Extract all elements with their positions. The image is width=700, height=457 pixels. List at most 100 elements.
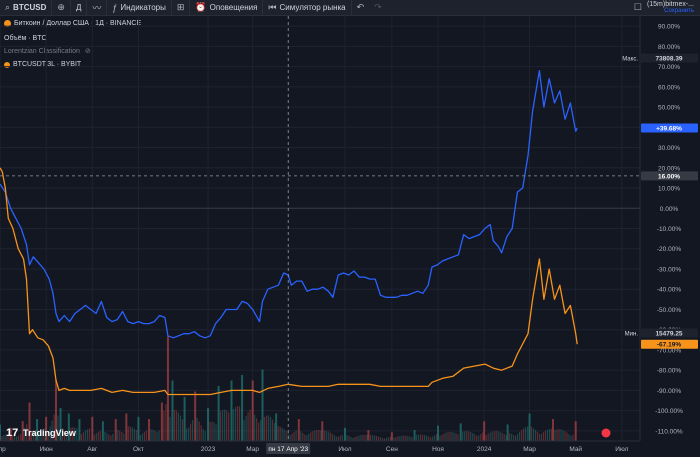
volume-bar bbox=[181, 419, 184, 441]
volume-bar bbox=[67, 413, 70, 441]
volume-bar bbox=[429, 437, 432, 441]
symbol-search[interactable]: ⌕ BTCUSD bbox=[0, 0, 53, 15]
templates-button[interactable]: ⊞ bbox=[172, 0, 191, 15]
volume-bar bbox=[331, 433, 333, 441]
volume-bar bbox=[517, 433, 519, 441]
volume-bar bbox=[369, 435, 372, 441]
volume-bar bbox=[57, 415, 59, 441]
volume-bar bbox=[362, 434, 364, 441]
main-series-legend[interactable]: Биткоин / Доллар США · 1Д · BINANCE bbox=[4, 20, 141, 27]
replay-icon: ⏮ bbox=[268, 2, 277, 12]
volume-bar bbox=[228, 412, 230, 441]
layout-button[interactable]: ☐ bbox=[629, 0, 647, 15]
volume-bar bbox=[236, 406, 239, 441]
eye-off-icon[interactable]: ⊘ bbox=[84, 48, 91, 55]
event-marker-icon bbox=[601, 428, 611, 438]
volume-bar bbox=[148, 419, 151, 441]
indicator-legend[interactable]: Lorentzian Classification ⊘ bbox=[4, 47, 91, 56]
x-tick-label: Июл bbox=[615, 446, 628, 453]
volume-bar bbox=[91, 416, 94, 441]
volume-bar bbox=[312, 431, 314, 441]
volume-bar bbox=[509, 433, 511, 441]
volume-bar bbox=[297, 419, 300, 441]
x-tick-label: Мар bbox=[523, 446, 536, 453]
volume-bar bbox=[300, 431, 302, 441]
volume-bar bbox=[104, 431, 106, 441]
y-axis: 90.00%80.00%70.00%60.00%50.00%40.00%30.0… bbox=[639, 16, 700, 441]
volume-bar bbox=[528, 413, 531, 441]
y-tick-label: -30.00% bbox=[657, 266, 681, 273]
volume-bar bbox=[209, 421, 211, 441]
replay-button[interactable]: ⏮ Симулятор рынка bbox=[263, 0, 352, 15]
volume-bar bbox=[232, 409, 235, 441]
volume-bar bbox=[173, 409, 176, 441]
save-label: Сохранить bbox=[664, 7, 694, 14]
volume-bar bbox=[279, 426, 281, 441]
account-menu[interactable]: (15m)bitmex-... Сохранить bbox=[647, 1, 700, 15]
volume-bar bbox=[163, 410, 165, 441]
volume-bar bbox=[431, 436, 434, 441]
volume-bar bbox=[570, 435, 572, 441]
volume-bar bbox=[523, 428, 525, 441]
volume-bar bbox=[405, 435, 407, 441]
compare-button[interactable]: ⊕ bbox=[52, 0, 71, 15]
volume-bar bbox=[462, 431, 464, 441]
volume-bar bbox=[226, 410, 228, 441]
x-axis-background bbox=[0, 441, 700, 457]
volume-bar bbox=[196, 417, 198, 441]
volume-bar bbox=[76, 428, 78, 441]
volume-bar bbox=[291, 433, 293, 441]
crosshair-date-label: пн 17 Апр '23 bbox=[268, 446, 308, 453]
volume-bar bbox=[293, 431, 295, 441]
volume-bar bbox=[256, 418, 258, 441]
volume-bar bbox=[119, 430, 121, 441]
volume-bar bbox=[202, 429, 204, 441]
volume-bar bbox=[544, 430, 547, 441]
volume-bar bbox=[24, 427, 26, 441]
y-tick-label: 70.00% bbox=[658, 64, 680, 71]
volume-bar bbox=[485, 434, 487, 441]
x-tick-label: Июл bbox=[338, 446, 351, 453]
volume-bar bbox=[254, 414, 256, 441]
alerts-button[interactable]: ⏰ Оповещения bbox=[190, 0, 264, 15]
volume-bar bbox=[443, 433, 445, 441]
redo-button[interactable]: ↷ bbox=[369, 0, 387, 15]
volume-bar bbox=[150, 429, 152, 441]
x-tick-label: Сен bbox=[386, 446, 398, 453]
undo-button[interactable]: ↶ bbox=[352, 0, 370, 15]
line-chart-icon: 〰 bbox=[92, 3, 102, 13]
volume-bar bbox=[385, 437, 388, 441]
volume-bar bbox=[241, 375, 244, 441]
volume-legend[interactable]: Объём · BTC bbox=[4, 35, 47, 42]
volume-bar bbox=[267, 415, 270, 441]
grid-icon: ⊞ bbox=[176, 2, 185, 12]
symbol-name: BTCUSD bbox=[13, 3, 47, 12]
compare-legend[interactable]: BTCUSDT.3L · BYBIT bbox=[4, 61, 81, 68]
volume-bar bbox=[135, 429, 137, 441]
volume-bar bbox=[40, 430, 42, 441]
volume-bar bbox=[343, 427, 346, 441]
y-tick-label: -90.00% bbox=[657, 388, 681, 395]
volume-bar bbox=[538, 433, 541, 441]
volume-bar bbox=[327, 431, 329, 441]
volume-bar bbox=[281, 427, 283, 441]
volume-bar bbox=[445, 432, 447, 441]
y-tick-label: 30.00% bbox=[658, 145, 680, 152]
chart-type-button[interactable]: 〰 bbox=[87, 0, 108, 15]
volume-bar bbox=[377, 436, 380, 441]
volume-bar bbox=[321, 421, 324, 441]
x-tick-label: Ноя bbox=[432, 446, 444, 453]
volume-bar bbox=[175, 410, 178, 441]
volume-title: Объём · BTC bbox=[4, 35, 47, 42]
interval-button[interactable]: Д bbox=[71, 0, 88, 15]
volume-bar bbox=[217, 386, 220, 441]
volume-bar bbox=[314, 430, 316, 441]
volume-bar bbox=[143, 431, 146, 441]
redo-icon: ↷ bbox=[374, 2, 382, 12]
indicators-button[interactable]: ƒ Индикаторы bbox=[107, 0, 172, 15]
volume-bar bbox=[207, 408, 210, 441]
volume-bar bbox=[139, 435, 142, 441]
indicators-icon: ƒ bbox=[112, 2, 118, 13]
volume-bar bbox=[437, 425, 440, 441]
